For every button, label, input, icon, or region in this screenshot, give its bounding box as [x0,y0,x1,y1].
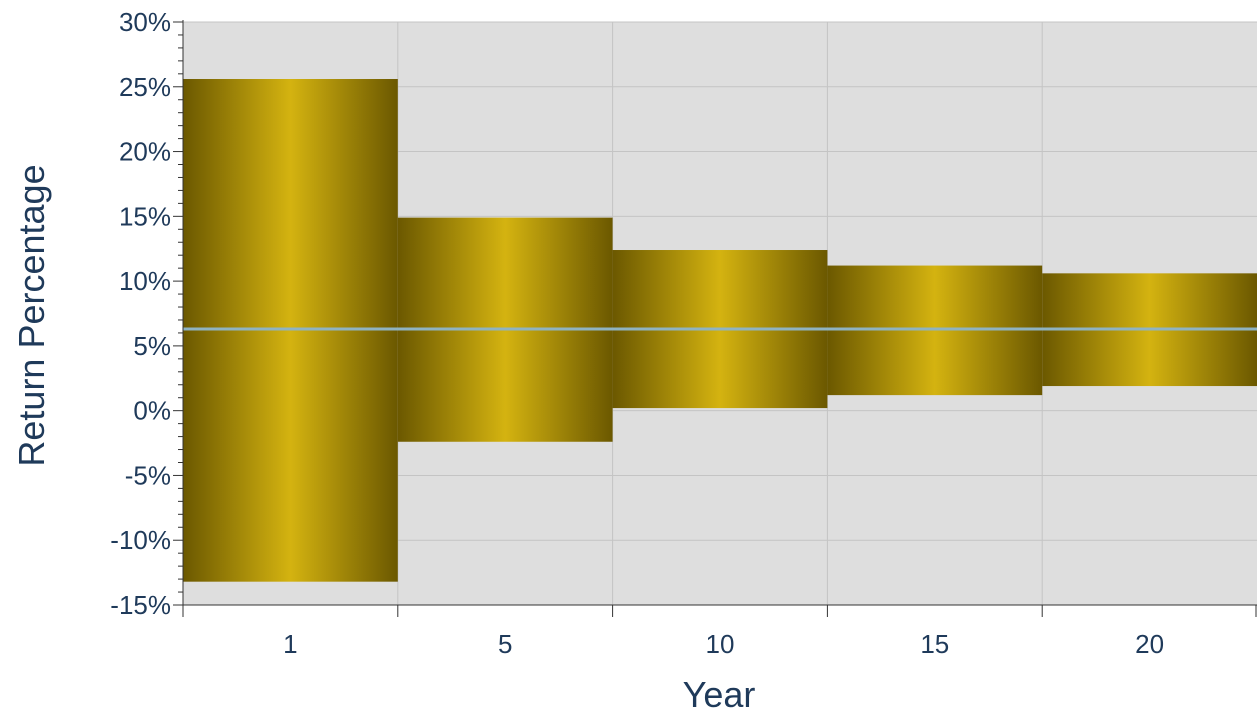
y-tick-label: -10% [110,525,171,555]
y-tick-label: 30% [119,7,171,37]
y-tick-label: 25% [119,72,171,102]
y-tick-label: 20% [119,137,171,167]
axes [173,20,1257,617]
y-tick-label: -5% [125,460,171,490]
x-axis-title: Year [683,674,756,715]
y-tick-label: 10% [119,266,171,296]
y-tick-label: 5% [133,331,171,361]
y-tick-label: 15% [119,201,171,231]
y-tick-label: 0% [133,396,171,426]
y-tick-labels: -15% -10% -5% 0% 5% 10% 15% 20% 25% 30% [110,7,171,620]
x-tick-label: 20 [1135,629,1164,659]
y-axis-title: Return Percentage [11,164,52,466]
x-tick-label: 10 [706,629,735,659]
y-tick-label: -15% [110,590,171,620]
x-tick-label: 5 [498,629,512,659]
x-tick-labels: 1 5 10 15 20 [283,629,1164,659]
x-tick-label: 15 [920,629,949,659]
x-tick-label: 1 [283,629,297,659]
